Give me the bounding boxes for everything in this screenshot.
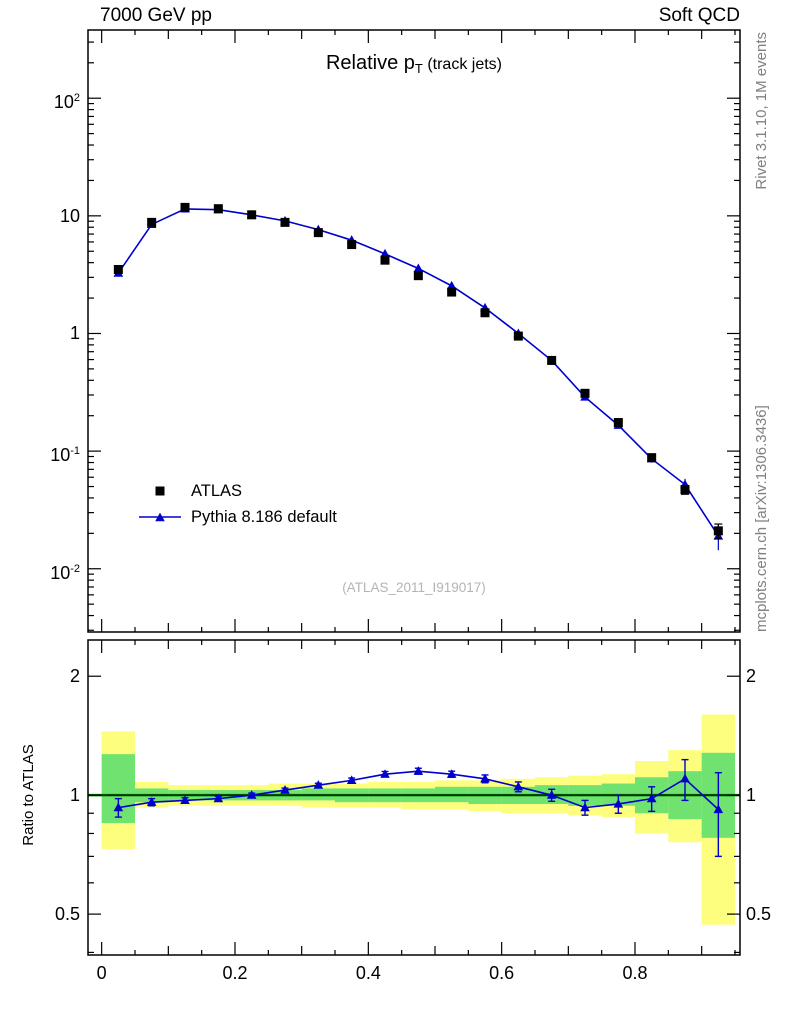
xtick-label: 0 bbox=[96, 963, 107, 983]
main-ytick-label: 10 bbox=[59, 205, 80, 226]
mcplots-arxiv-note: mcplots.cern.ch [arXiv:1306.3436] bbox=[753, 405, 770, 632]
legend-item-atlas: ATLAS bbox=[138, 478, 337, 504]
axis-ticks bbox=[88, 30, 740, 955]
plot-title: Relative pT (track jets) bbox=[88, 52, 740, 76]
legend-label-pythia: Pythia 8.186 default bbox=[191, 507, 337, 526]
title-text: Relative p bbox=[325, 52, 415, 74]
main-ytick-label: 10-2 bbox=[50, 562, 80, 583]
ratio-ytick-label-right: 2 bbox=[746, 666, 757, 687]
atlas-series bbox=[113, 202, 723, 540]
xtick-label: 0.6 bbox=[489, 963, 515, 983]
ratio-ytick-label-left: 0.5 bbox=[54, 904, 80, 925]
atlas-square-marker-icon bbox=[155, 486, 165, 496]
xtick-label: 0.4 bbox=[355, 963, 381, 983]
rivet-version-note: Rivet 3.1.10, 1M events bbox=[753, 32, 770, 190]
ratio-ytick-label-left: 1 bbox=[69, 785, 80, 806]
ratio-series bbox=[113, 758, 724, 858]
process-group-label: Soft QCD bbox=[658, 5, 740, 26]
analysis-id-watermark: (ATLAS_2011_I919017) bbox=[342, 580, 486, 595]
xtick-label: 0.2 bbox=[222, 963, 248, 983]
xtick-label: 0.8 bbox=[622, 963, 648, 983]
legend-item-pythia: Pythia 8.186 default bbox=[138, 504, 337, 530]
title-subscript: T bbox=[414, 61, 423, 77]
main-ytick-label: 102 bbox=[53, 92, 80, 113]
main-ytick-label: 10-1 bbox=[50, 445, 80, 466]
plot-frame bbox=[87, 29, 741, 956]
beam-energy-label: 7000 GeV pp bbox=[100, 5, 212, 26]
legend-label-atlas: ATLAS bbox=[191, 481, 243, 500]
ratio-uncertainty-bands bbox=[101, 714, 735, 925]
main-ytick-label: 1 bbox=[69, 323, 80, 344]
ratio-ytick-label-left: 2 bbox=[69, 666, 80, 687]
ratio-ytick-label-right: 1 bbox=[746, 785, 757, 806]
ratio-ytick-label-right: 0.5 bbox=[746, 904, 772, 925]
legend: ATLAS Pythia 8.186 default bbox=[138, 478, 337, 530]
title-suffix: (track jets) bbox=[422, 56, 502, 73]
pythia-triangle-line-marker-icon bbox=[139, 512, 181, 522]
